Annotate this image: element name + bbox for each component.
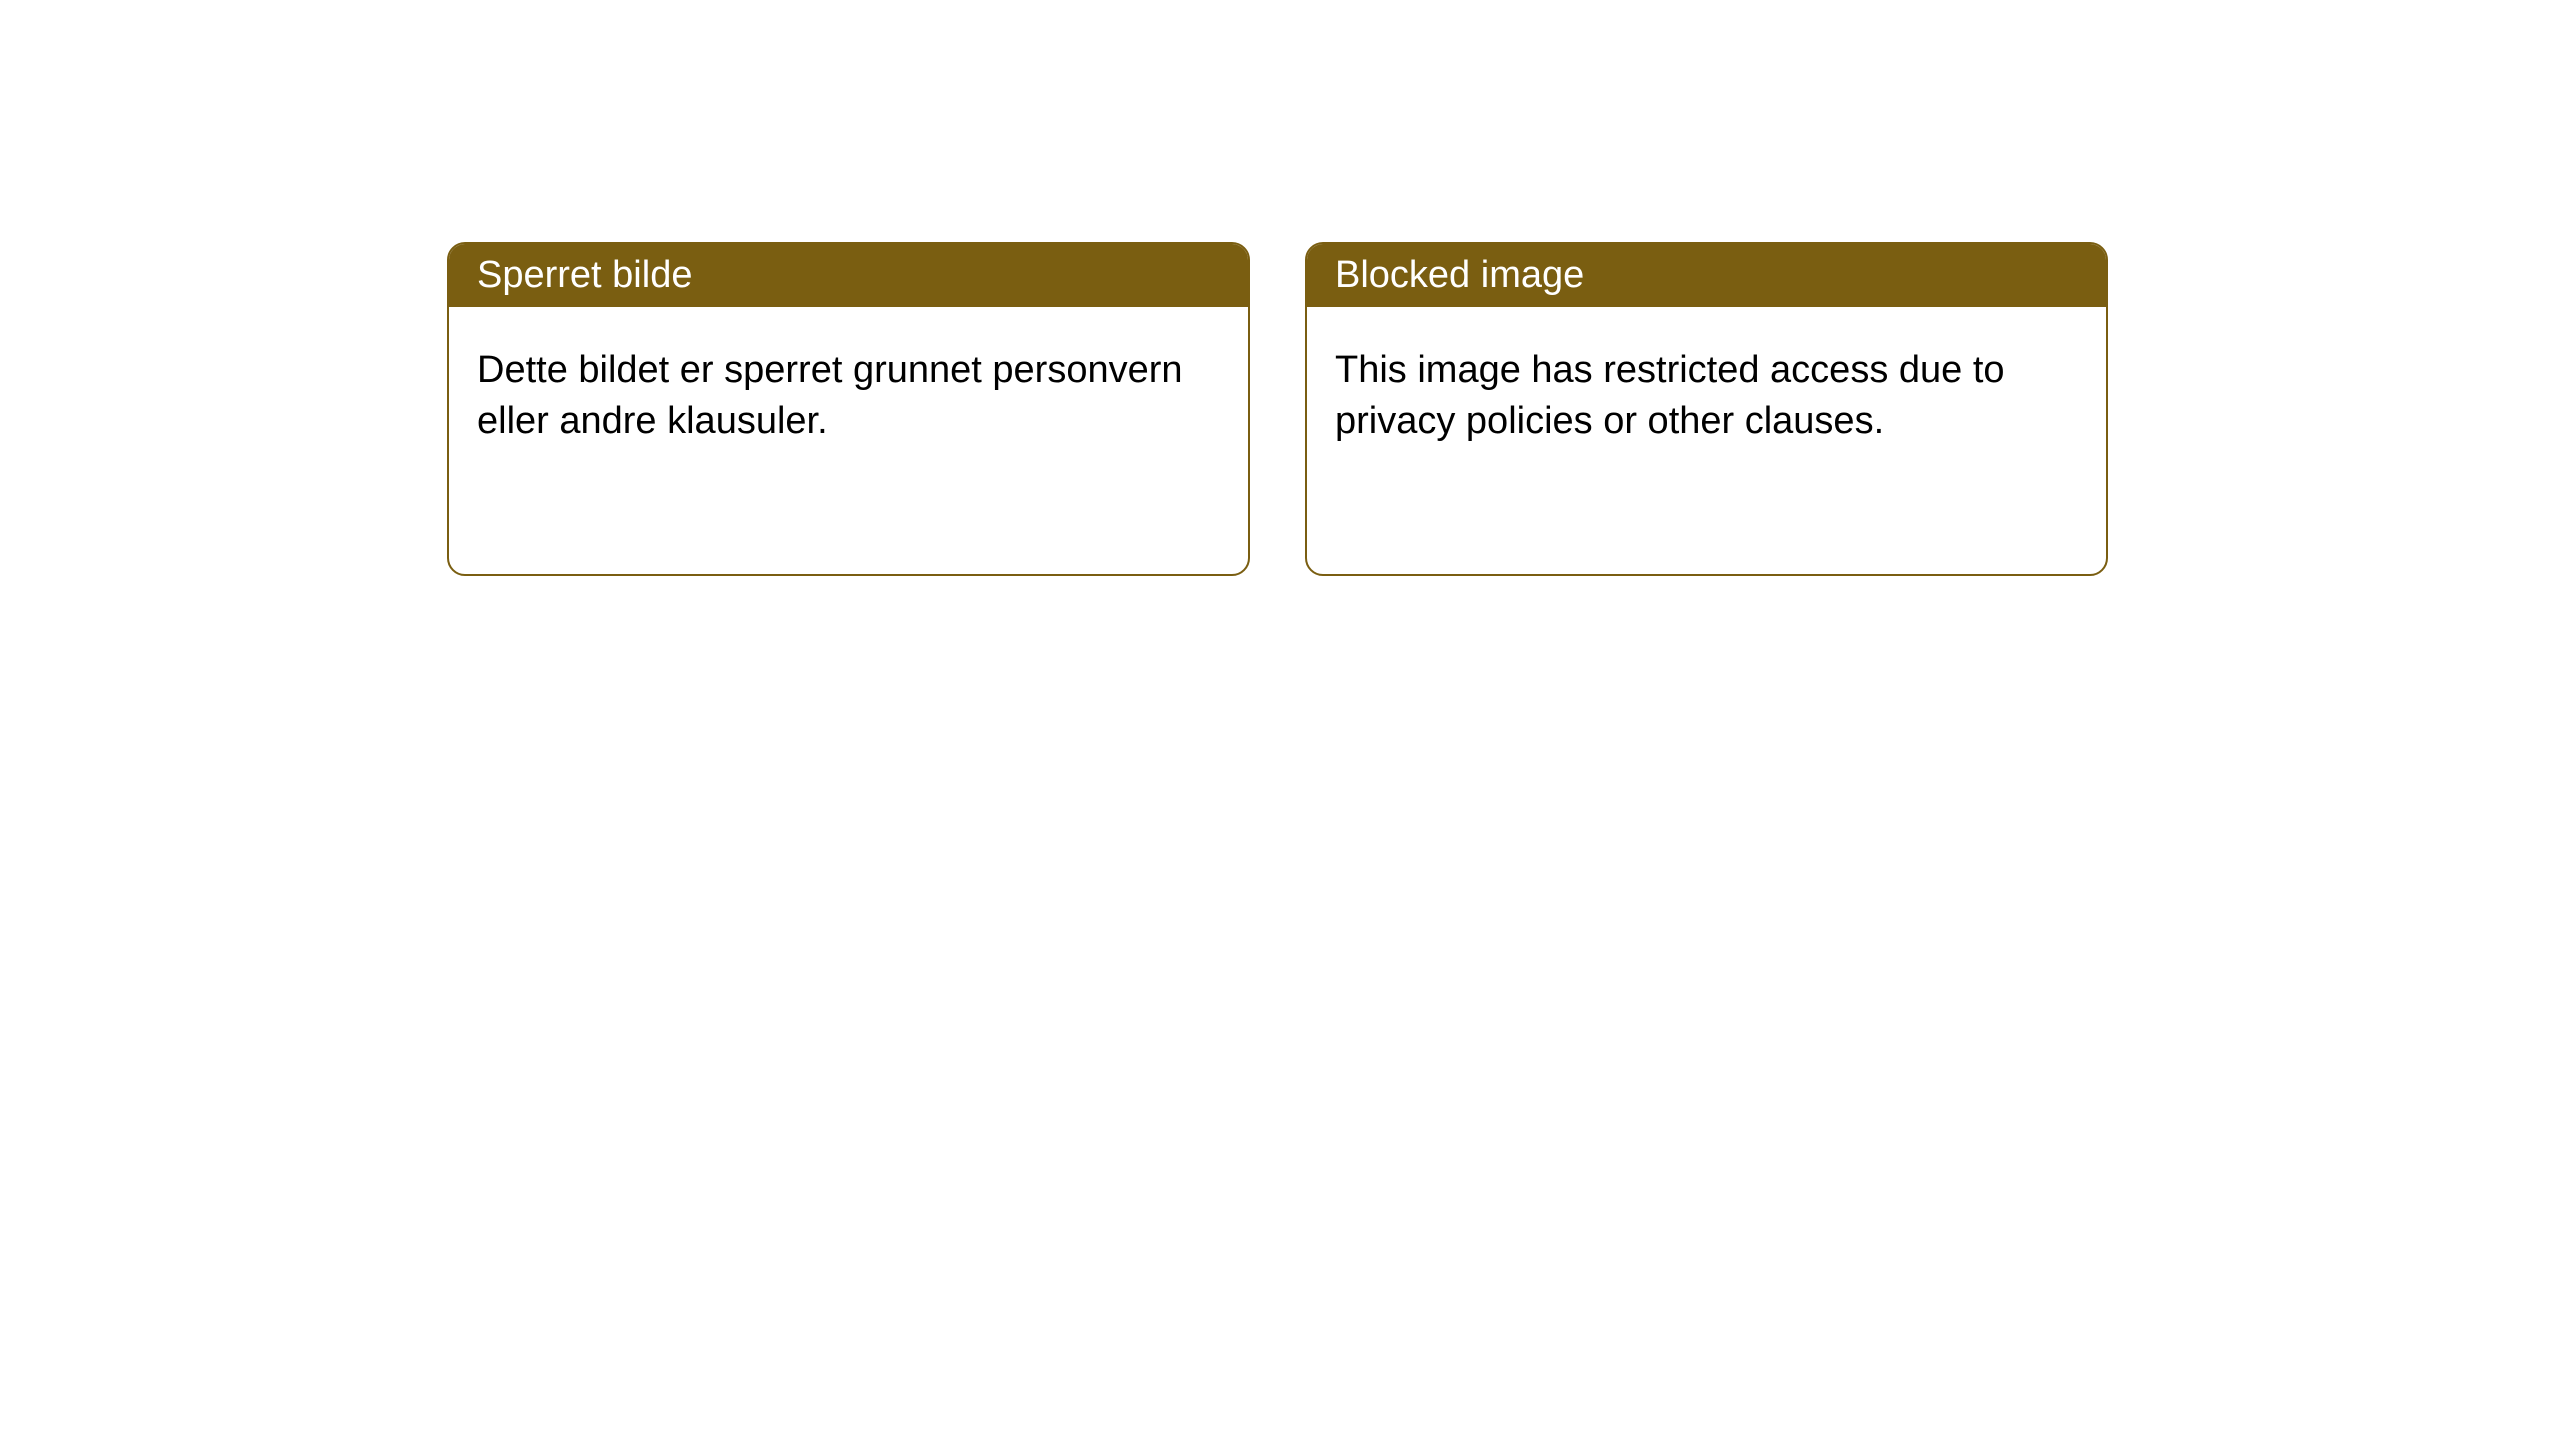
card-text-english: This image has restricted access due to … xyxy=(1335,349,2005,442)
card-header-norwegian: Sperret bilde xyxy=(449,244,1248,307)
cards-container: Sperret bilde Dette bildet er sperret gr… xyxy=(0,0,2560,576)
card-text-norwegian: Dette bildet er sperret grunnet personve… xyxy=(477,349,1183,442)
card-english: Blocked image This image has restricted … xyxy=(1305,242,2108,576)
card-header-english: Blocked image xyxy=(1307,244,2106,307)
card-body-english: This image has restricted access due to … xyxy=(1307,307,2106,486)
card-norwegian: Sperret bilde Dette bildet er sperret gr… xyxy=(447,242,1250,576)
card-title-english: Blocked image xyxy=(1335,254,1584,296)
card-title-norwegian: Sperret bilde xyxy=(477,254,692,296)
card-body-norwegian: Dette bildet er sperret grunnet personve… xyxy=(449,307,1248,486)
